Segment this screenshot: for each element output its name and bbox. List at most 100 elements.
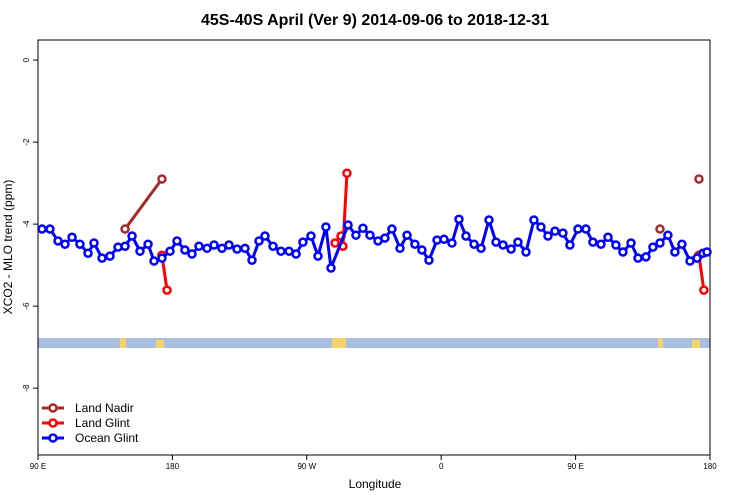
plot-frame <box>37 39 711 456</box>
legend-marker <box>48 418 58 428</box>
point <box>618 247 628 257</box>
point <box>306 231 316 241</box>
y-tick-label: -8 <box>22 384 31 392</box>
point <box>663 230 673 240</box>
legend-label: Land Glint <box>75 416 130 430</box>
point <box>461 231 471 241</box>
legend-marker <box>48 433 58 443</box>
point <box>217 243 227 254</box>
point <box>380 233 390 243</box>
point <box>165 246 175 256</box>
point <box>573 224 583 234</box>
point <box>351 230 361 240</box>
point <box>513 237 523 247</box>
y-tick-label: -2 <box>22 138 31 146</box>
point <box>536 222 546 232</box>
point <box>260 231 270 241</box>
point <box>395 243 405 254</box>
point <box>439 234 449 245</box>
y-tick-label: -6 <box>22 302 31 310</box>
point <box>588 237 598 247</box>
point <box>387 224 397 234</box>
point <box>187 249 197 259</box>
point <box>89 238 99 248</box>
point <box>162 285 172 295</box>
x-tick-label: 180 <box>166 462 180 471</box>
point <box>469 239 479 249</box>
point <box>105 251 115 261</box>
x-tick-label: 90 W <box>297 462 316 471</box>
point <box>655 224 665 234</box>
point <box>240 243 250 254</box>
point <box>550 226 560 236</box>
point <box>358 223 368 233</box>
x-tick-label: 90 E <box>30 462 46 471</box>
point <box>596 239 606 249</box>
y-tick-label: 0 <box>22 57 31 62</box>
point <box>699 285 709 295</box>
point <box>83 248 93 258</box>
land-mask-strip <box>38 338 710 348</box>
point <box>45 224 55 234</box>
point <box>313 251 323 261</box>
point <box>529 215 539 225</box>
point <box>655 238 665 248</box>
point <box>135 246 145 256</box>
point <box>326 263 336 273</box>
point <box>149 256 159 266</box>
point <box>120 224 130 234</box>
point <box>670 247 680 257</box>
point <box>209 240 219 250</box>
y-axis-label: XCO2 - MLO trend (ppm) <box>1 180 15 315</box>
series-line <box>160 173 706 291</box>
point <box>506 244 516 254</box>
point <box>157 174 167 184</box>
point <box>276 246 286 256</box>
point <box>581 224 591 234</box>
point <box>194 241 204 252</box>
point <box>603 232 613 242</box>
point <box>37 224 47 234</box>
y-tick-label: -4 <box>22 220 31 228</box>
point <box>424 255 434 265</box>
point <box>417 245 427 255</box>
point <box>484 215 494 225</box>
point <box>53 236 63 246</box>
x-tick-label: 90 E <box>567 462 583 471</box>
point <box>172 236 182 246</box>
point <box>702 247 712 257</box>
point <box>543 231 553 241</box>
point <box>202 243 212 254</box>
point <box>677 239 687 249</box>
point <box>365 230 375 240</box>
chart-title: 45S-40S April (Ver 9) 2014-09-06 to 2018… <box>201 12 549 29</box>
point <box>558 228 568 238</box>
point <box>611 240 621 250</box>
point <box>67 232 77 242</box>
point <box>224 240 234 250</box>
point <box>565 240 575 250</box>
point <box>97 253 107 263</box>
point <box>410 239 420 249</box>
point <box>454 214 464 224</box>
point <box>694 174 704 184</box>
point <box>521 247 531 257</box>
legend-label: Land Nadir <box>75 401 134 415</box>
point <box>143 239 153 249</box>
point <box>157 253 167 263</box>
point <box>247 255 257 265</box>
x-tick-label: 0 <box>439 462 444 471</box>
point <box>476 243 486 254</box>
point <box>330 238 340 248</box>
point <box>626 238 636 248</box>
point <box>180 245 190 255</box>
point <box>648 242 658 252</box>
point <box>120 241 130 252</box>
point <box>342 168 352 179</box>
point <box>291 249 301 259</box>
point <box>692 253 702 263</box>
x-tick-label: 180 <box>703 462 717 471</box>
point <box>633 253 643 263</box>
point <box>60 239 70 249</box>
